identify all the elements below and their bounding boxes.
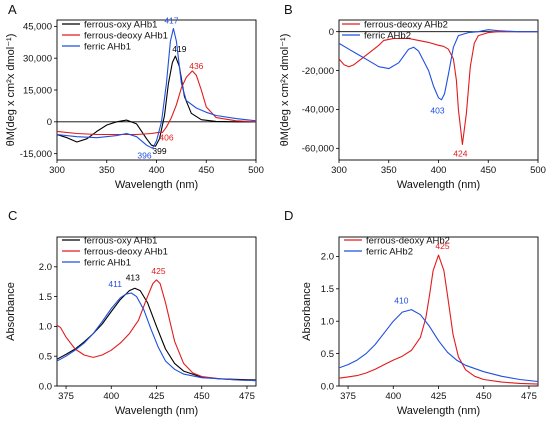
- plot-frame: [338, 236, 539, 387]
- panel-letter: B: [284, 2, 293, 17]
- series-line-1: [57, 55, 256, 147]
- series-line-2: [339, 29, 538, 101]
- x-tick-label: 425: [149, 391, 165, 402]
- legend-label: ferrous-deoxy AHb1: [84, 30, 168, 41]
- peak-annotation: 419: [172, 44, 186, 54]
- y-tick-label: 45,000: [23, 22, 52, 33]
- x-tick-label: 450: [476, 391, 492, 402]
- y-tick-label: 1.5: [39, 292, 52, 303]
- legend-label: ferric AHb1: [84, 41, 131, 52]
- y-axis-label: Absorbance: [5, 282, 17, 341]
- legend-label: ferrous-oxy AHb1: [84, 235, 157, 246]
- legend-label: ferrous-deoxy AHb2: [364, 19, 448, 30]
- panel-b: B 300 350 400 450 500 -60,000 -40,000 -20,000 0 Wa…: [279, 2, 546, 191]
- series-line-3: [57, 292, 256, 382]
- x-axis-label: Wavelength (nm): [115, 179, 198, 191]
- x-tick-label: 400: [103, 391, 119, 402]
- x-tick-label: 400: [431, 165, 447, 176]
- y-tick-label: 15,000: [23, 85, 52, 96]
- peak-annotation: 425: [151, 266, 165, 276]
- peak-annotation: 399: [152, 146, 166, 156]
- legend-label: ferrous-oxy AHb1: [84, 19, 157, 30]
- y-tick-label: 0.0: [39, 381, 52, 392]
- x-axis-label: Wavelength (nm): [397, 405, 480, 417]
- x-tick-label: 400: [385, 391, 401, 402]
- x-tick-label: 475: [239, 391, 255, 402]
- peak-annotation: 411: [108, 279, 122, 289]
- x-tick-label: 475: [521, 391, 537, 402]
- legend-label: ferrous-deoxy AHb2: [366, 235, 450, 246]
- x-tick-label: 350: [381, 165, 397, 176]
- legend-label: ferrous-deoxy AHb1: [84, 246, 168, 257]
- panel-c: C 375 400 425 450 475 0.0 0.5 1.0 1.5 2.0 Wavelengt…: [5, 208, 257, 417]
- x-tick-label: 450: [194, 391, 210, 402]
- series-line-2: [57, 279, 256, 382]
- series-line-2: [57, 70, 256, 136]
- peak-annotation: 406: [159, 132, 173, 142]
- x-tick-label: 350: [99, 165, 115, 176]
- legend-label: ferric AHb2: [364, 30, 411, 41]
- series-line-2: [339, 309, 538, 383]
- y-tick-label: 30,000: [23, 53, 52, 64]
- legend-label: ferric AHb1: [84, 257, 131, 268]
- y-tick-label: 1.0: [39, 322, 52, 333]
- x-tick-label: 450: [480, 165, 496, 176]
- peak-annotation: 413: [126, 272, 140, 282]
- y-tick-label: -60,000: [302, 144, 334, 155]
- y-axis-label: θM(deg x cm²x dmol⁻¹): [279, 34, 291, 147]
- legend-label: ferric AHb2: [366, 246, 413, 257]
- y-tick-label: 0.0: [321, 381, 334, 392]
- panel-d: D 375 400 425 450 475 0.0 0.5 1.0 1.5 2.0 Wavelengt…: [284, 208, 539, 417]
- y-tick-label: -40,000: [302, 105, 334, 116]
- panel-letter: C: [8, 208, 17, 223]
- y-tick-label: 0.5: [39, 352, 52, 363]
- y-tick-label: 2.0: [321, 252, 334, 263]
- x-tick-label: 425: [431, 391, 447, 402]
- peak-annotation: 410: [394, 296, 408, 306]
- y-tick-label: 1.5: [321, 284, 334, 295]
- x-tick-label: 400: [149, 165, 165, 176]
- y-tick-label: -15,000: [20, 149, 52, 160]
- x-tick-label: 450: [198, 165, 214, 176]
- series-line-1: [339, 254, 538, 385]
- peak-annotation: 424: [453, 148, 467, 158]
- series-line-1: [339, 31, 538, 145]
- x-tick-label: 500: [248, 165, 264, 176]
- series-line-1: [57, 287, 256, 381]
- y-tick-label: 0.5: [321, 349, 334, 360]
- y-tick-label: 0: [329, 27, 334, 38]
- x-tick-label: 500: [530, 165, 546, 176]
- y-tick-label: -20,000: [302, 66, 334, 77]
- y-axis-label: θM(deg x cm²x dmol⁻¹): [5, 34, 17, 147]
- x-axis-label: Wavelength (nm): [397, 179, 480, 191]
- x-tick-label: 375: [340, 391, 356, 402]
- peak-annotation: 403: [430, 106, 444, 116]
- peak-annotation: 417: [164, 15, 178, 25]
- series-line-3: [57, 27, 256, 149]
- x-axis-label: Wavelength (nm): [115, 405, 198, 417]
- y-tick-label: 1.0: [321, 317, 334, 328]
- peak-annotation: 425: [435, 241, 449, 251]
- x-tick-label: 375: [58, 391, 74, 402]
- panel-letter: D: [284, 208, 293, 223]
- y-tick-label: 2.0: [39, 262, 52, 273]
- peak-annotation: 396: [137, 150, 151, 160]
- panel-letter: A: [8, 2, 17, 17]
- x-tick-label: 300: [331, 165, 347, 176]
- x-tick-label: 300: [49, 165, 65, 176]
- panel-a: A 300 350 400 450 500 -15,000 0 15,000 30,000 45,0…: [5, 2, 264, 191]
- peak-annotation: 436: [189, 61, 203, 71]
- y-axis-label: Absorbance: [301, 282, 313, 341]
- y-tick-label: 0: [47, 117, 52, 128]
